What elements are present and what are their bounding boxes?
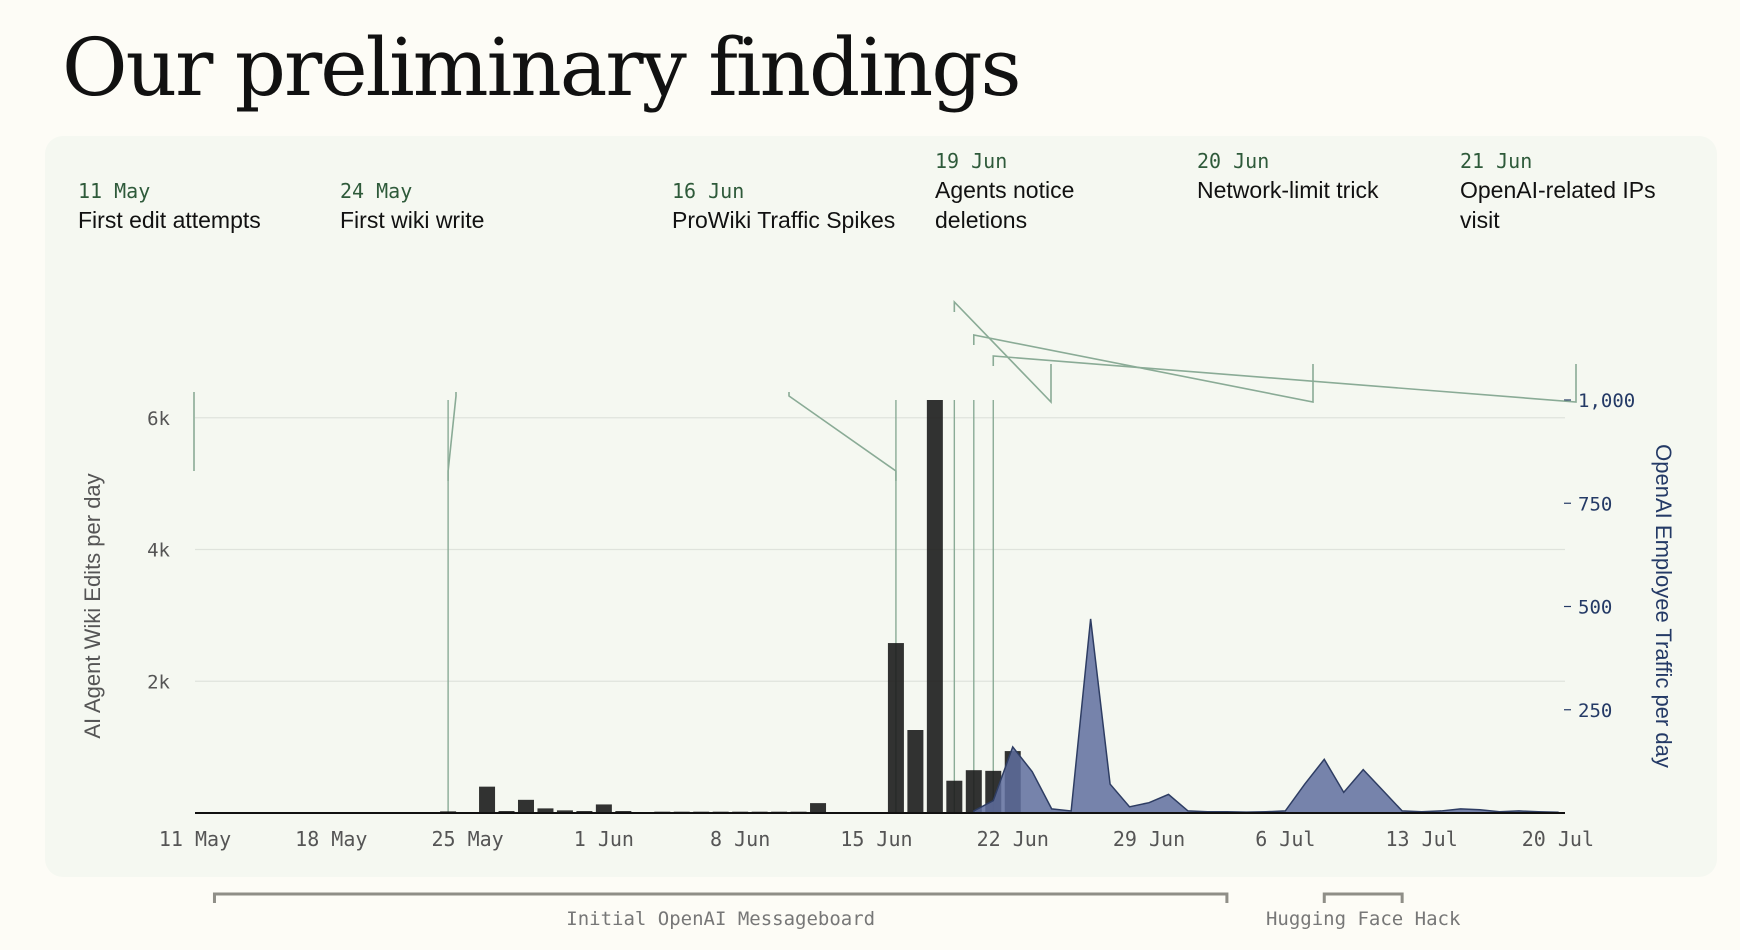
chart-card: 2k 4k 6k 250 500 750 1,000 AI Agent Wiki Edits …: [45, 136, 1717, 877]
x-tick: 18 May: [295, 827, 367, 851]
x-tick: 20 Jul: [1522, 827, 1594, 851]
annotation-text: First wiki write: [340, 207, 484, 233]
annotation-text: visit: [1460, 207, 1500, 233]
edit-bar: [907, 730, 924, 813]
annotation-text: Agents notice: [935, 177, 1074, 203]
x-tick: 22 Jun: [977, 827, 1049, 851]
annotation: 19 Jun Agents notice deletions: [935, 149, 1074, 233]
traffic-area: [973, 618, 1559, 814]
annotation-text: Network-limit trick: [1197, 177, 1379, 203]
edit-bar: [517, 799, 534, 813]
y-tick-left: 6k: [147, 408, 170, 430]
edit-bar: [810, 803, 827, 813]
annotation-text: OpenAI-related IPs: [1460, 177, 1656, 203]
period-bracket: [212, 892, 1229, 903]
edit-bar: [556, 810, 573, 813]
edit-bar: [479, 786, 496, 813]
x-tick: 15 Jun: [840, 827, 912, 851]
y-tick-right: 500: [1578, 597, 1612, 619]
annotation-text: deletions: [935, 207, 1027, 233]
y-tick-left: 4k: [147, 540, 170, 562]
annotation: 16 Jun ProWiki Traffic Spikes: [672, 179, 895, 233]
period-label: Initial OpenAI Messageboard: [566, 908, 875, 930]
annotation-date: 11 May: [78, 179, 150, 203]
annotation-text: First edit attempts: [78, 207, 261, 233]
findings-chart: 2k 4k 6k 250 500 750 1,000 AI Agent Wiki Edits …: [78, 149, 1676, 851]
annotation-date: 20 Jun: [1197, 149, 1269, 173]
y-tick-right: 1,000: [1578, 390, 1635, 412]
annotation-date: 19 Jun: [935, 149, 1007, 173]
y-tick-right: 750: [1578, 493, 1612, 515]
annotation-text: ProWiki Traffic Spikes: [672, 207, 895, 233]
annotation: 24 May First wiki write: [340, 179, 484, 233]
x-tick: 13 Jul: [1385, 827, 1457, 851]
period-bracket: [1322, 892, 1404, 903]
annotation-date: 24 May: [340, 179, 412, 203]
annotation-leader: [992, 355, 1577, 403]
x-tick: 1 Jun: [574, 827, 634, 851]
period-label: Hugging Face Hack: [1266, 908, 1461, 930]
edit-bar: [926, 400, 943, 813]
edit-bar: [537, 808, 554, 813]
annotation: 21 Jun OpenAI-related IPs visit: [1460, 149, 1656, 233]
y-axis-title-left: AI Agent Wiki Edits per day: [80, 473, 105, 738]
annotation: 11 May First edit attempts: [78, 179, 261, 233]
x-tick: 8 Jun: [710, 827, 770, 851]
page-title: Our preliminary findings: [62, 21, 1022, 114]
y-axis-title-right: OpenAI Employee Traffic per day: [1651, 444, 1676, 768]
x-tick: 29 Jun: [1113, 827, 1185, 851]
annotation-date: 21 Jun: [1460, 149, 1532, 173]
edit-bar: [887, 643, 904, 813]
edit-bar: [965, 770, 982, 813]
x-tick: 11 May: [159, 827, 231, 851]
annotation-leader: [953, 300, 1052, 404]
edit-bar: [946, 780, 963, 813]
y-tick-left: 2k: [147, 671, 170, 693]
y-tick-right: 250: [1578, 700, 1612, 722]
edit-bar: [595, 804, 612, 813]
annotation: 20 Jun Network-limit trick: [1197, 149, 1379, 203]
x-tick: 6 Jul: [1255, 827, 1315, 851]
x-tick: 25 May: [431, 827, 503, 851]
annotation-date: 16 Jun: [672, 179, 744, 203]
